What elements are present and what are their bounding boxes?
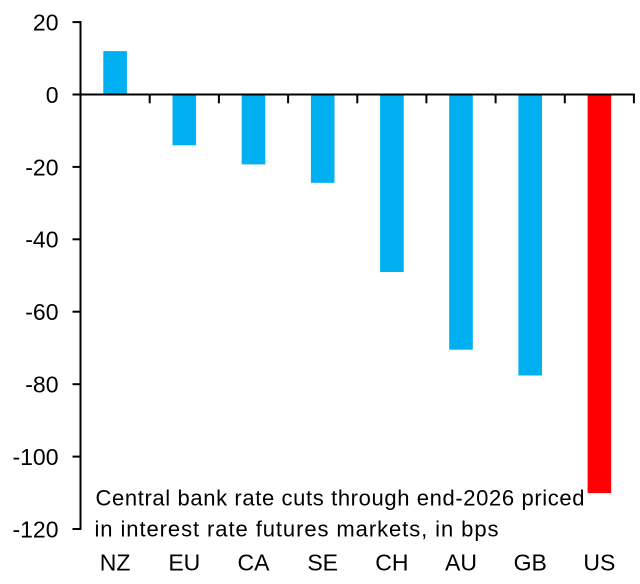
svg-text:-80: -80 (25, 372, 58, 398)
svg-text:-100: -100 (12, 444, 58, 470)
svg-text:SE: SE (307, 550, 338, 576)
svg-text:0: 0 (46, 82, 59, 108)
svg-text:AU: AU (445, 550, 477, 576)
svg-text:EU: EU (168, 550, 200, 576)
svg-text:Central bank rate cuts through: Central bank rate cuts through end-2026 … (96, 486, 585, 511)
svg-text:CA: CA (238, 550, 271, 576)
svg-text:-120: -120 (12, 516, 58, 542)
svg-text:-40: -40 (25, 227, 58, 253)
svg-text:-20: -20 (25, 154, 58, 180)
svg-text:NZ: NZ (100, 550, 131, 576)
svg-text:US: US (583, 550, 615, 576)
svg-text:-60: -60 (25, 299, 58, 325)
svg-text:CH: CH (375, 550, 408, 576)
svg-text:in interest rate futures marke: in interest rate futures markets, in bps (95, 517, 499, 542)
svg-text:20: 20 (33, 10, 59, 36)
svg-text:GB: GB (514, 550, 547, 576)
